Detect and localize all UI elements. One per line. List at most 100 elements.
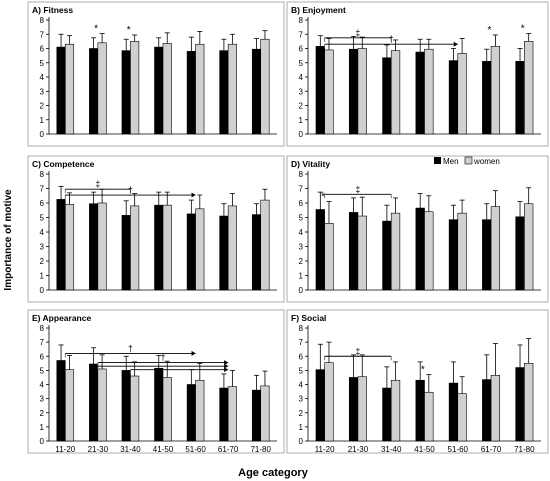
bar-women — [490, 375, 501, 442]
bar-men — [448, 382, 459, 442]
panel-border — [27, 1, 285, 147]
bar-men — [219, 215, 229, 291]
y-tick-label: 5 — [40, 214, 45, 223]
y-tick-label: 7 — [299, 185, 304, 194]
y-tick-label: 4 — [40, 381, 45, 390]
bar-men — [219, 50, 229, 135]
y-tick-label: 1 — [299, 423, 304, 432]
y-tick-label: 2 — [40, 409, 45, 418]
bar-men — [219, 387, 229, 442]
y-tick-label: 6 — [40, 352, 45, 361]
y-tick-label: 7 — [40, 185, 45, 194]
panels-group: A) Fitness 0 1 2 3 4 5 6 7 8 * * B) Enjoyment 0 1 2 3 4 5 6… — [27, 1, 549, 454]
x-tick-label: 71-80 — [514, 445, 535, 454]
y-tick-label: 0 — [299, 130, 304, 139]
y-tick-label: 5 — [40, 366, 45, 375]
bar-men — [382, 57, 392, 135]
comparison-symbol: † — [128, 343, 133, 353]
y-tick-label: 8 — [40, 324, 45, 333]
bar-men — [382, 220, 392, 291]
comparison-arrowhead — [224, 363, 229, 369]
bar-women — [97, 368, 107, 442]
y-tick-label: 0 — [40, 437, 45, 446]
bar-women — [324, 223, 334, 291]
legend-swatch-men — [434, 157, 441, 164]
bar-men — [448, 219, 459, 291]
y-tick-label: 3 — [40, 395, 45, 404]
chart-panel-5: F) Social 0 1 2 3 4 5 6 7 8 11-20 21-30 31-40 41-50 51… — [286, 309, 549, 454]
comparison-symbol: ‡ — [95, 179, 100, 189]
significance-marker: * — [487, 25, 491, 36]
y-tick-label: 1 — [40, 272, 45, 281]
x-tick-label: 21-30 — [88, 445, 109, 454]
y-tick-label: 4 — [299, 381, 304, 390]
bar-men — [515, 216, 525, 291]
y-tick-label: 3 — [40, 87, 45, 96]
bar-women — [162, 204, 172, 291]
bar-men — [121, 215, 131, 291]
bar-women — [424, 391, 434, 442]
x-tick-label: 71-80 — [250, 445, 271, 454]
comparison-symbol: † — [160, 353, 165, 363]
bar-men — [154, 204, 164, 291]
comparison-arrowhead — [453, 41, 458, 47]
bar-men — [251, 48, 262, 135]
y-tick-label: 1 — [299, 116, 304, 125]
bar-women — [64, 369, 75, 442]
bar-women — [424, 211, 434, 291]
bar-women — [357, 48, 367, 135]
y-tick-label: 2 — [299, 409, 304, 418]
bar-women — [162, 43, 172, 135]
bar-women — [424, 48, 434, 135]
comparison-arrowhead — [191, 192, 196, 198]
bar-men — [515, 367, 525, 442]
x-tick-label: 11-20 — [315, 445, 335, 454]
legend: Men women — [434, 156, 500, 166]
y-tick-label: 0 — [40, 130, 45, 139]
x-tick-label: 11-20 — [55, 445, 75, 454]
bar-women — [357, 215, 367, 291]
significance-marker: * — [421, 365, 425, 376]
panel-border — [286, 155, 549, 303]
bar-men — [121, 370, 131, 442]
panel-border — [286, 309, 549, 454]
bar-women — [97, 202, 107, 291]
y-tick-label: 3 — [40, 243, 45, 252]
bar-women — [227, 205, 237, 291]
y-tick-label: 3 — [299, 243, 304, 252]
y-tick-label: 6 — [299, 352, 304, 361]
comparison-arrowhead — [224, 367, 229, 373]
bar-men — [348, 377, 359, 442]
x-tick-label: 61-70 — [218, 445, 239, 454]
significance-marker: * — [127, 25, 131, 36]
bar-women — [490, 46, 501, 135]
comparison-symbol: † — [389, 34, 394, 44]
bar-men — [154, 46, 164, 135]
bar-women — [490, 206, 501, 291]
bar-men — [251, 214, 262, 291]
bar-women — [390, 50, 401, 135]
bar-men — [448, 60, 459, 135]
legend-label-women: women — [473, 157, 500, 166]
y-axis-title: Importance of motive — [3, 189, 14, 291]
panel-border — [27, 155, 285, 303]
x-axis-title: Age category — [238, 467, 309, 479]
chart-panel-3: D) Vitality 0 1 2 3 4 5 6 7 8 * ‡ — [286, 155, 549, 303]
y-tick-label: 4 — [40, 228, 45, 237]
bar-women — [524, 363, 534, 442]
bar-women — [130, 375, 140, 442]
panel-title: A) Fitness — [32, 5, 73, 15]
chart-panel-4: E) Appearance 0 1 2 3 4 5 6 7 8 11-20 21-30 31-40 41-… — [27, 309, 285, 454]
y-tick-label: 7 — [40, 338, 45, 347]
panel-title: D) Vitality — [291, 159, 330, 169]
x-tick-label: 41-50 — [153, 445, 174, 454]
bar-men — [154, 367, 164, 442]
bar-men — [482, 379, 492, 442]
y-tick-label: 4 — [40, 73, 45, 82]
bar-men — [186, 384, 196, 442]
y-tick-label: 5 — [299, 366, 304, 375]
bar-women — [260, 385, 270, 442]
bar-women — [524, 203, 534, 291]
y-tick-label: 1 — [40, 116, 45, 125]
chart-panel-0: A) Fitness 0 1 2 3 4 5 6 7 8 * * — [27, 1, 285, 147]
